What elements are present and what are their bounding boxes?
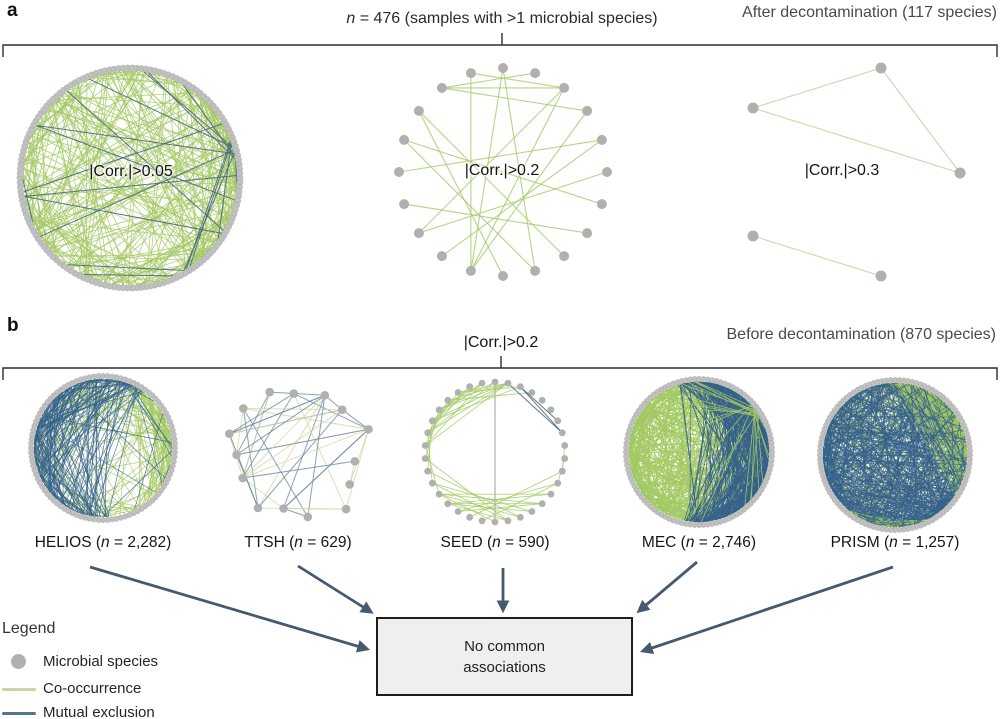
no-common-associations-box: No common associations bbox=[376, 617, 633, 696]
panel-b-bracket bbox=[2, 356, 998, 380]
network-mec bbox=[623, 376, 775, 528]
cohort-label-mec: MEC (n = 2,746) bbox=[641, 534, 757, 551]
network-a-corr03 bbox=[747, 62, 966, 282]
network-prism bbox=[817, 377, 973, 533]
no-common-associations-label: No common associations bbox=[463, 637, 546, 676]
network-helios bbox=[28, 373, 178, 523]
network-a-corr02 bbox=[394, 63, 612, 281]
legend-item-co-occurrence: Co-occurrence bbox=[43, 680, 142, 697]
network-seed bbox=[421, 378, 569, 526]
panel-a-letter: a bbox=[7, 0, 18, 21]
cohort-label-seed: SEED (n = 590) bbox=[440, 534, 550, 551]
arrow-prism-to-box bbox=[639, 565, 894, 655]
threshold-label-a-mid: |Corr.|>0.2 bbox=[464, 162, 540, 179]
arrow-ttsh-to-box bbox=[297, 564, 374, 614]
legend-item-microbial-species: Microbial species bbox=[43, 653, 159, 670]
threshold-label-b: |Corr.|>0.2 bbox=[463, 334, 539, 351]
arrow-helios-to-box bbox=[89, 565, 371, 653]
arrow-mec-to-box bbox=[636, 560, 698, 614]
cohort-label-ttsh: TTSH (n = 629) bbox=[244, 534, 352, 551]
panel-a-title: After decontamination (117 species) bbox=[742, 4, 997, 21]
mutual-exclusion-line-icon bbox=[2, 712, 36, 715]
legend-title: Legend bbox=[2, 620, 56, 637]
cohort-label-helios: HELIOS (n = 2,282) bbox=[34, 534, 172, 551]
panel-b-letter: b bbox=[7, 315, 19, 336]
co-occurrence-line-icon bbox=[2, 688, 36, 691]
microbial-species-dot-icon bbox=[11, 654, 26, 669]
legend-item-mutual-exclusion: Mutual exclusion bbox=[43, 704, 155, 719]
panel-a-bracket bbox=[2, 33, 998, 57]
network-ttsh bbox=[225, 387, 373, 522]
cohort-label-prism: PRISM (n = 1,257) bbox=[830, 534, 960, 551]
panel-b-title: Before decontamination (870 species) bbox=[726, 326, 997, 343]
network-a-corr005 bbox=[16, 64, 244, 292]
panel-a-sample-note: n = 476 (samples with >1 microbial speci… bbox=[346, 10, 658, 27]
threshold-label-a-right: |Corr.|>0.3 bbox=[804, 162, 880, 179]
threshold-label-a-left: |Corr.|>0.05 bbox=[89, 163, 173, 180]
